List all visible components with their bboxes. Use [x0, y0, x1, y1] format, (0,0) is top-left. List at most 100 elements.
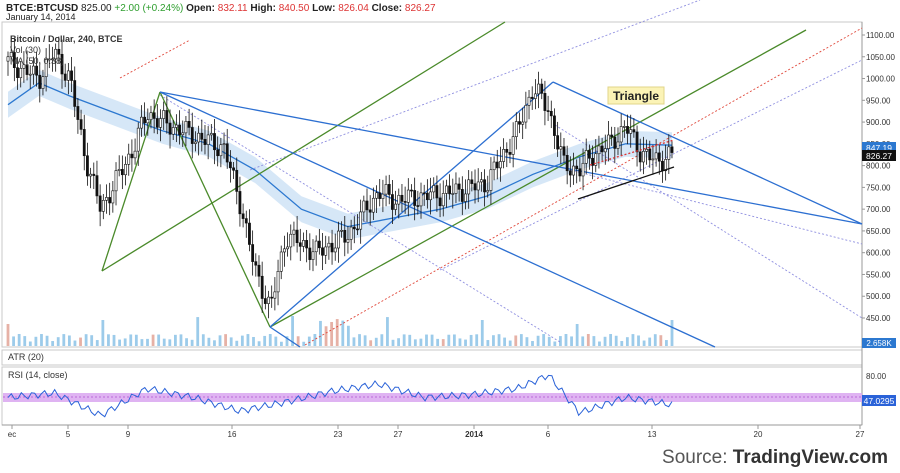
candle-body	[222, 143, 226, 146]
volume-bar	[447, 334, 451, 346]
candle-body	[76, 106, 80, 120]
green-pitchfork-lower-tine	[269, 29, 807, 328]
candle-body	[337, 230, 340, 249]
candle-body	[111, 190, 115, 204]
candle-body	[120, 169, 124, 176]
price-tick-label: 800.00	[866, 162, 891, 171]
candle-body	[238, 191, 242, 215]
volume-bar	[642, 340, 646, 346]
volume-bar	[51, 341, 55, 346]
symbol-name[interactable]: BTCE:BTCUSD	[6, 3, 79, 14]
volume-bar	[380, 334, 384, 346]
volume-bar	[648, 337, 652, 346]
candle-body	[12, 52, 16, 68]
volume-bar	[118, 339, 121, 346]
volume-bar	[341, 320, 345, 346]
candle-body	[435, 185, 439, 199]
red-dotted-line	[119, 39, 191, 79]
candle-body	[225, 143, 229, 163]
candle-body	[667, 146, 671, 160]
candle-body	[403, 201, 407, 203]
candle-body	[267, 296, 270, 304]
candle-body	[149, 112, 153, 120]
candle-body	[591, 157, 594, 166]
candle-body	[6, 56, 10, 62]
candle-body	[546, 110, 550, 112]
volume-study-label[interactable]: Vol (30)	[10, 45, 42, 55]
candle-body	[657, 152, 661, 162]
candle-body	[540, 83, 544, 94]
candle-body	[66, 70, 70, 81]
volume-bar	[609, 334, 613, 346]
candle-body	[575, 165, 579, 169]
candle-body	[28, 73, 32, 76]
triangle-lower-trendline	[577, 166, 675, 200]
volume-bar	[285, 336, 289, 346]
main-pane-title: Bitcoin / Dollar, 240, BTCE	[10, 34, 123, 44]
volume-bar	[441, 339, 445, 346]
triangle-pattern	[577, 139, 675, 200]
candle-body	[35, 65, 38, 76]
candle-body	[600, 145, 604, 153]
candle-body	[311, 251, 315, 260]
volume-bar	[67, 335, 71, 346]
candle-body	[101, 199, 105, 212]
candle-body	[327, 242, 331, 248]
candle-body	[187, 121, 191, 128]
time-tick-label: 2014	[465, 430, 483, 439]
volume-bar	[475, 334, 479, 346]
candle-body	[162, 110, 166, 119]
close-label: Close:	[371, 3, 403, 14]
candle-body	[502, 148, 506, 162]
volume-bar	[185, 338, 188, 346]
candle-body	[279, 251, 283, 272]
volume-bar	[95, 340, 99, 346]
candle-body	[549, 110, 553, 117]
blue-channel-upper-extension	[552, 81, 863, 225]
candle-body	[578, 168, 582, 177]
time-tick-label: 9	[126, 430, 131, 439]
volume-bar	[79, 337, 82, 346]
volume-bar	[637, 335, 640, 346]
atr-study-label[interactable]: ATR (20)	[8, 352, 44, 362]
candle-body	[92, 173, 96, 176]
candle-body	[425, 192, 429, 201]
volume-bar	[536, 335, 540, 346]
volume-bar	[313, 334, 317, 346]
candle-body	[330, 242, 334, 253]
candle-body	[216, 149, 220, 157]
candle-body	[381, 193, 385, 199]
volume-bar	[157, 334, 161, 346]
volume-bar	[196, 317, 200, 346]
ma-value-text: 847.19	[866, 143, 892, 153]
candle-body	[314, 240, 318, 253]
candle-body	[565, 154, 569, 172]
close-value: 826.27	[404, 3, 436, 14]
volume-bar	[62, 334, 66, 346]
candle-body	[670, 146, 674, 153]
candle-body	[613, 136, 617, 149]
volume-bar	[363, 335, 367, 346]
candle-body	[136, 127, 140, 152]
volume-bar	[413, 339, 417, 346]
candle-body	[467, 179, 471, 195]
candle-body	[248, 222, 251, 245]
volume-bar	[391, 339, 395, 346]
price-tick-label: 1050.00	[866, 53, 895, 62]
volume-bar	[497, 334, 501, 346]
candle-body	[489, 169, 493, 191]
volume-bar	[296, 336, 300, 346]
rsi-study-label[interactable]: RSI (14, close)	[8, 370, 68, 380]
time-tick-label: 27	[394, 430, 403, 439]
ma-study-label[interactable]: MA (50, 0.38)	[10, 56, 65, 66]
candle-body	[511, 136, 515, 155]
time-tick-label: 13	[648, 430, 657, 439]
candle-body	[387, 184, 391, 195]
volume-bar	[224, 334, 228, 346]
candle-body	[352, 226, 356, 230]
volume-bar	[207, 337, 211, 346]
candle-body	[607, 134, 610, 149]
triangle-label-box[interactable]	[607, 86, 665, 105]
candle-body	[190, 127, 194, 144]
